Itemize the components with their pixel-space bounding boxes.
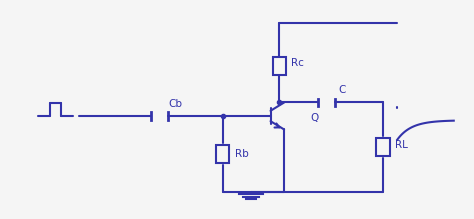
Text: Rb: Rb [235, 149, 248, 159]
Text: Rc: Rc [291, 58, 304, 68]
Text: C: C [338, 85, 346, 95]
Text: Q: Q [310, 113, 318, 123]
Bar [376, 138, 390, 156]
Text: Cb: Cb [169, 99, 182, 109]
Text: RL: RL [395, 140, 408, 150]
Bar [216, 145, 229, 163]
Bar [273, 57, 286, 75]
